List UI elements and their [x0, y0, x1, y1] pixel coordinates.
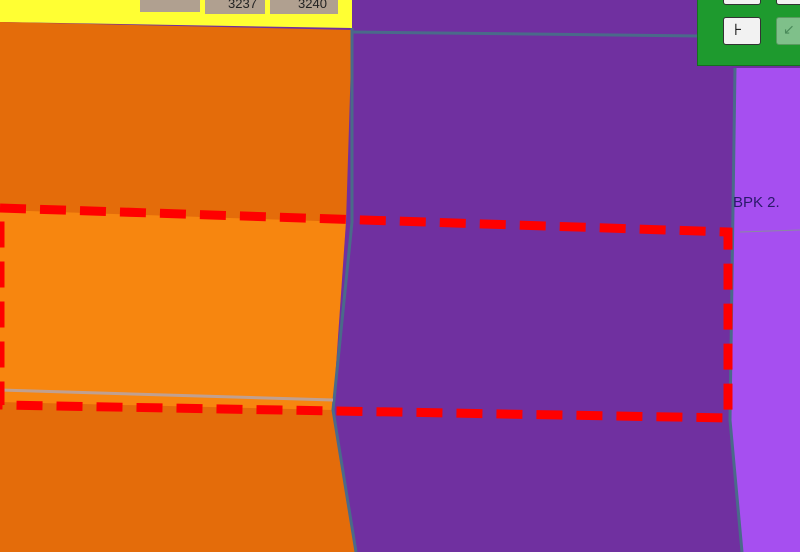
- measure-button[interactable]: ⊦: [723, 17, 761, 45]
- tool-button[interactable]: [723, 0, 761, 5]
- selection-outline[interactable]: [0, 203, 733, 423]
- parcel-box: [270, 0, 338, 14]
- map-toolbar: ⊦ ↙: [697, 0, 800, 66]
- parcel-label: 3240: [298, 0, 327, 11]
- parcel-box: [205, 0, 265, 14]
- parcel-label: 3237: [228, 0, 257, 11]
- arrow-button[interactable]: ↙: [776, 17, 800, 45]
- zone-code-label: BPK 2.: [733, 194, 780, 211]
- orange-highlight-zone: [0, 210, 346, 410]
- tool-button[interactable]: [776, 0, 800, 5]
- purple-zone: [333, 0, 740, 552]
- parcel-box: [140, 0, 200, 12]
- measure-icon: ⊦: [734, 22, 743, 39]
- lilac-zone: [730, 68, 800, 552]
- arrow-icon: ↙: [783, 21, 795, 37]
